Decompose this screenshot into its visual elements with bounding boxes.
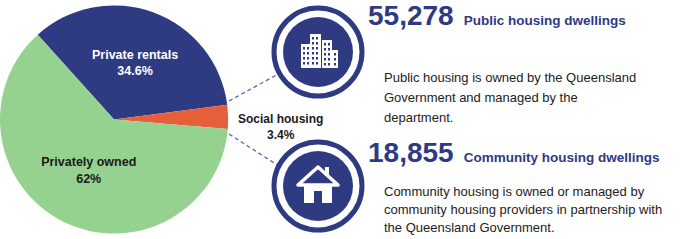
- svg-text:Private rentals34.6%: Private rentals34.6%: [92, 48, 178, 78]
- html-text:18,855: 18,855: [368, 137, 454, 168]
- svg-text:Social housing3.4%: Social housing3.4%: [238, 112, 323, 142]
- html-text:community housing providers in: community housing providers in partnersh…: [384, 202, 663, 217]
- html-text:department.: department.: [384, 110, 454, 125]
- html-text:55,278: 55,278: [368, 0, 454, 31]
- html-text:Community housing is owned or: Community housing is owned or managed by: [384, 184, 645, 199]
- html-text:Community housing dwellings: Community housing dwellings: [463, 150, 660, 165]
- html-text:Government and managed by the: Government and managed by the: [384, 90, 578, 105]
- html-text:Public housing dwellings: Public housing dwellings: [463, 13, 626, 28]
- svg-text:Privately owned62%: Privately owned62%: [41, 155, 136, 185]
- html-text:the Queensland Government.: the Queensland Government.: [384, 220, 555, 235]
- html-text:Public housing is owned by the: Public housing is owned by the Queenslan…: [384, 70, 637, 85]
